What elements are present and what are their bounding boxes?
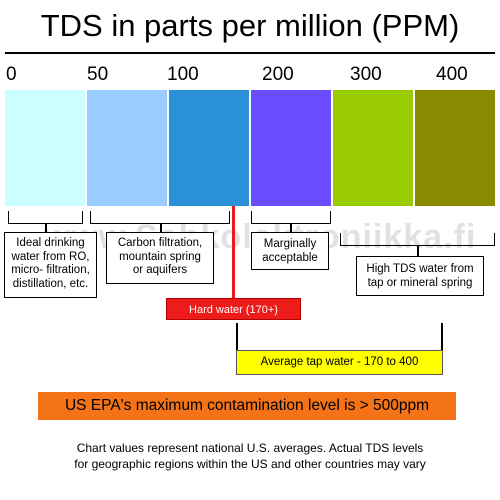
- range-marginal-box: Marginally acceptable: [251, 232, 329, 270]
- band-0-50: [5, 90, 85, 206]
- band-300-400: [333, 90, 413, 206]
- average-range-left-stem: [236, 323, 238, 350]
- band-400-plus: [415, 90, 495, 206]
- bracket-stem: [160, 224, 162, 232]
- bracket-stem: [290, 224, 292, 232]
- range-carbon-box: Carbon filtration, mountain spring or aq…: [106, 232, 214, 284]
- footnote: Chart values represent national U.S. ave…: [74, 441, 426, 471]
- hard-water-marker-line: [232, 206, 235, 298]
- bracket-stem: [417, 246, 419, 256]
- band-100-200: [169, 90, 249, 206]
- bracket-marginal: [251, 211, 331, 224]
- hard-water-label: Hard water (170+): [166, 298, 301, 320]
- tick-label: 300: [350, 64, 382, 85]
- bracket-ideal: [8, 211, 83, 224]
- tick-label: 400: [436, 64, 468, 85]
- title-divider: [5, 52, 495, 54]
- page-title: TDS in parts per million (PPM): [40, 8, 460, 43]
- band-200-300: [251, 90, 331, 206]
- average-range-right-stem: [441, 323, 443, 350]
- range-high-box: High TDS water from tap or mineral sprin…: [356, 256, 484, 296]
- tick-label: 0: [6, 64, 17, 85]
- bracket-stem: [45, 224, 47, 232]
- band-50-100: [87, 90, 167, 206]
- tick-label: 50: [87, 64, 109, 85]
- epa-limit-banner: US EPA's maximum contamination level is …: [38, 392, 456, 420]
- bracket-high: [340, 233, 495, 246]
- range-ideal-box: Ideal drinking water from RO, micro- fil…: [4, 232, 97, 298]
- tick-label: 200: [262, 64, 294, 85]
- tick-label: 100: [167, 64, 199, 85]
- average-tap-water-label: Average tap water - 170 to 400: [236, 350, 443, 375]
- bracket-carbon: [90, 211, 230, 224]
